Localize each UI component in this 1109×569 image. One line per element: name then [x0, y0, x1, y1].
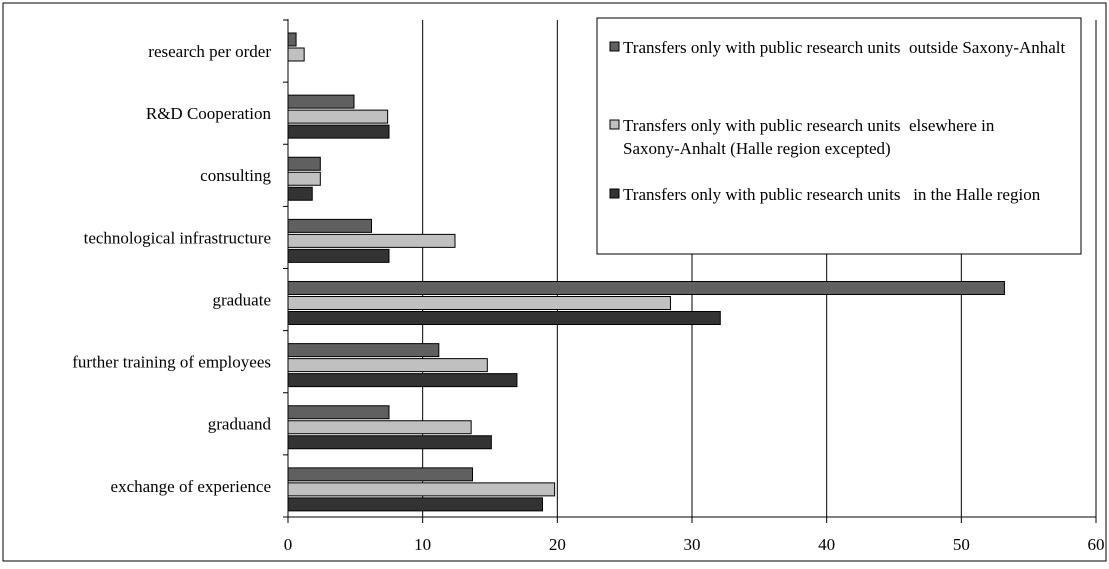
- x-tick-label: 0: [284, 535, 293, 554]
- legend-label: Transfers only with public research unit…: [623, 185, 1041, 204]
- bar: [287, 218, 372, 233]
- bar: [287, 373, 518, 388]
- bar: [287, 467, 473, 482]
- legend-swatch: [609, 119, 620, 130]
- bar: [287, 358, 488, 373]
- bar: [287, 32, 297, 47]
- bar: [287, 296, 671, 310]
- bar: [287, 47, 305, 62]
- category-label: graduate: [212, 290, 271, 309]
- x-tick-label: 60: [1088, 535, 1105, 554]
- x-tick-label: 50: [953, 535, 970, 554]
- bar: [287, 94, 355, 109]
- bar: [287, 497, 544, 512]
- legend-swatch: [609, 41, 620, 52]
- bar: [287, 435, 492, 450]
- bar: [287, 186, 313, 201]
- category-label: technological infrastructure: [84, 228, 271, 247]
- category-label: exchange of experience: [111, 477, 271, 496]
- x-tick-label: 20: [549, 535, 566, 554]
- bar: [287, 482, 556, 497]
- category-label: research per order: [148, 42, 271, 61]
- category-label: R&D Cooperation: [146, 104, 272, 123]
- category-label: graduand: [208, 415, 272, 434]
- x-tick-label: 30: [684, 535, 701, 554]
- x-tick-label: 10: [414, 535, 431, 554]
- legend: Transfers only with public research unit…: [596, 17, 1082, 255]
- bar: [287, 109, 389, 124]
- bar: [287, 124, 390, 139]
- bar: [287, 281, 1005, 295]
- bar: [287, 171, 321, 186]
- legend-swatch: [609, 188, 620, 199]
- legend-label: Transfers only with public research unit…: [623, 38, 1066, 57]
- legend-box: [596, 17, 1082, 255]
- category-label: consulting: [200, 166, 271, 185]
- bar: [287, 311, 721, 325]
- legend-label: Transfers only with public research unit…: [623, 116, 995, 158]
- bar: [287, 420, 472, 435]
- axes: research per order R&D Cooperation consult…: [72, 19, 1105, 554]
- bar: [287, 248, 390, 263]
- x-tick-label: 40: [818, 535, 835, 554]
- category-label: further training of employees: [72, 353, 271, 372]
- bar: [287, 156, 321, 171]
- bar: [287, 233, 456, 248]
- bar: [287, 343, 440, 358]
- bar: [287, 405, 390, 420]
